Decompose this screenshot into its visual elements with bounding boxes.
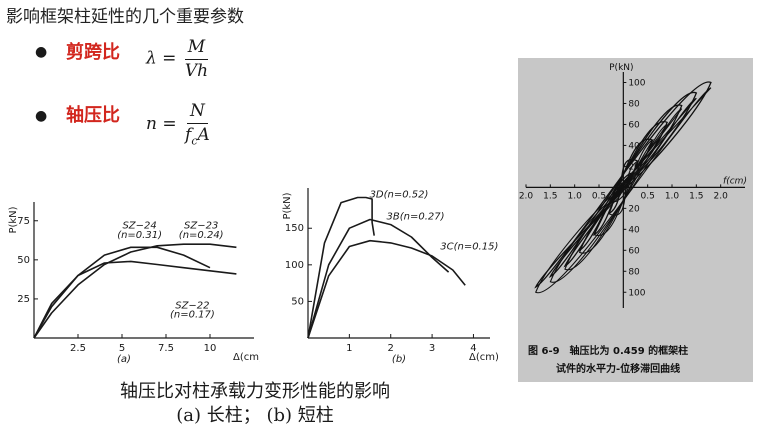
y-tick-label: 40 (628, 225, 640, 235)
y-tick-label: 40 (628, 141, 640, 151)
y-axis-label: P(kN) (282, 192, 293, 219)
y-tick-label: 100 (628, 288, 645, 298)
chart-long-column: 2.5 5 7.5 10 25 50 75P(kN) Δ(cm) (a) SZ−24(n=0.31… (8, 202, 260, 365)
x-tick-label: 0.5 (592, 191, 606, 201)
y-tick-label: 50 (17, 255, 30, 266)
x-tick-label: 1.5 (689, 191, 703, 201)
curve-annotation: 3B(n=0.27) (387, 211, 445, 222)
series-line (33, 260, 237, 339)
curve-annotation: 3C(n=0.15) (440, 241, 498, 252)
hysteresis-loop (535, 87, 712, 293)
formula-shear-span-ratio: λ = M Vh (146, 38, 211, 80)
x-tick-label: 1.5 (543, 191, 557, 201)
y-tick-label: 75 (17, 216, 30, 227)
formula-den-sub: c (191, 134, 198, 148)
bullet-dot: ● (35, 44, 48, 60)
bullet-label-shear-span-ratio: 剪跨比 (66, 42, 120, 63)
formula-fraction: M Vh (182, 38, 211, 80)
x-tick-label: 10 (204, 343, 217, 354)
formula-fraction: N fcA (182, 102, 213, 147)
figure-caption: 轴压比对柱承载力变形性能的影响 (120, 381, 390, 402)
x-axis-label: Δ(cm) (469, 352, 499, 363)
x-tick-label: 2.5 (70, 343, 86, 354)
page-title: 影响框架柱延性的几个重要参数 (6, 7, 244, 27)
curve-annotation: 3D(n=0.52) (370, 190, 429, 201)
y-tick-label: 60 (628, 120, 640, 130)
formula-axial-compression-ratio: n = N fcA (146, 102, 213, 147)
panel-label: (a) (117, 354, 131, 365)
formula-numerator: N (186, 102, 208, 124)
x-tick-label: 2.0 (519, 191, 534, 201)
x-axis-label: f(cm) (723, 176, 747, 186)
x-tick-label: 1.0 (665, 191, 680, 201)
formula-denominator: fcA (182, 124, 213, 147)
curve-annotation: (n=0.17) (170, 310, 215, 321)
y-tick-label: 80 (628, 99, 640, 109)
x-tick-label: 7.5 (158, 343, 174, 354)
figure-subcaption: (a) 长柱； (b) 短柱 (176, 405, 334, 426)
chart-title: 图 6-9 轴压比为 0.459 的框架柱 (528, 344, 688, 357)
y-axis-label: P(kN) (609, 63, 633, 73)
x-tick-label: 1 (346, 343, 352, 354)
formula-denominator: Vh (184, 60, 209, 81)
x-tick-label: 3 (429, 343, 435, 354)
chart-subtitle: 试件的水平力-位移滞回曲线 (556, 362, 680, 375)
panel-label: (b) (392, 354, 406, 365)
x-tick-label: 2 (388, 343, 394, 354)
x-tick-label: 0.5 (641, 191, 655, 201)
series-line (33, 246, 211, 339)
y-tick-label: 60 (628, 246, 640, 256)
chart-short-column: 1 2 3 4 50 100 150 P(kN) Δ(cm) (b) 3D(n=0.52) 3B(n=… (282, 188, 499, 365)
y-tick-label: 20 (628, 204, 640, 214)
series-line (307, 239, 466, 339)
curve-annotation: (n=0.31) (117, 230, 162, 241)
y-tick-label: 50 (291, 296, 304, 307)
y-tick-label: 25 (17, 294, 30, 305)
series-line (307, 196, 375, 339)
chart-hysteresis: 2.0 1.5 1.0 0.5 0.5 1.0 1.5 2.0 100 80 60 40 20 20 40 6… (519, 63, 747, 375)
formula-lhs: n = (146, 114, 177, 135)
x-tick-label: 2.0 (714, 191, 729, 201)
y-tick-label: 80 (628, 267, 640, 277)
formula-lhs: λ = (146, 48, 177, 69)
bullet-dot: ● (35, 108, 48, 124)
curve-annotation: SZ−24 (122, 221, 156, 232)
formula-numerator: M (184, 38, 209, 60)
y-tick-label: 150 (285, 223, 304, 234)
curve-annotation: SZ−23 (184, 221, 218, 232)
y-tick-label: 20 (628, 162, 640, 172)
curve-annotation: SZ−22 (175, 300, 209, 311)
y-axis-label: P(kN) (8, 206, 19, 233)
x-tick-label: 1.0 (568, 191, 583, 201)
curve-annotation: (n=0.24) (179, 230, 224, 241)
series-line (307, 218, 450, 339)
bullet-label-axial-compression-ratio: 轴压比 (66, 105, 120, 126)
y-tick-label: 100 (285, 260, 304, 271)
y-tick-label: 100 (628, 78, 645, 88)
x-tick-label: 4 (470, 343, 476, 354)
formula-den-tail: A (197, 124, 210, 145)
formula-den-main: f (185, 124, 192, 145)
x-tick-label: 5 (119, 343, 125, 354)
x-axis-label: Δ(cm) (233, 352, 260, 363)
hysteresis-figure-panel: 2.0 1.5 1.0 0.5 0.5 1.0 1.5 2.0 100 80 60 40 20 20 40 6… (518, 58, 753, 382)
series-line (33, 243, 237, 339)
